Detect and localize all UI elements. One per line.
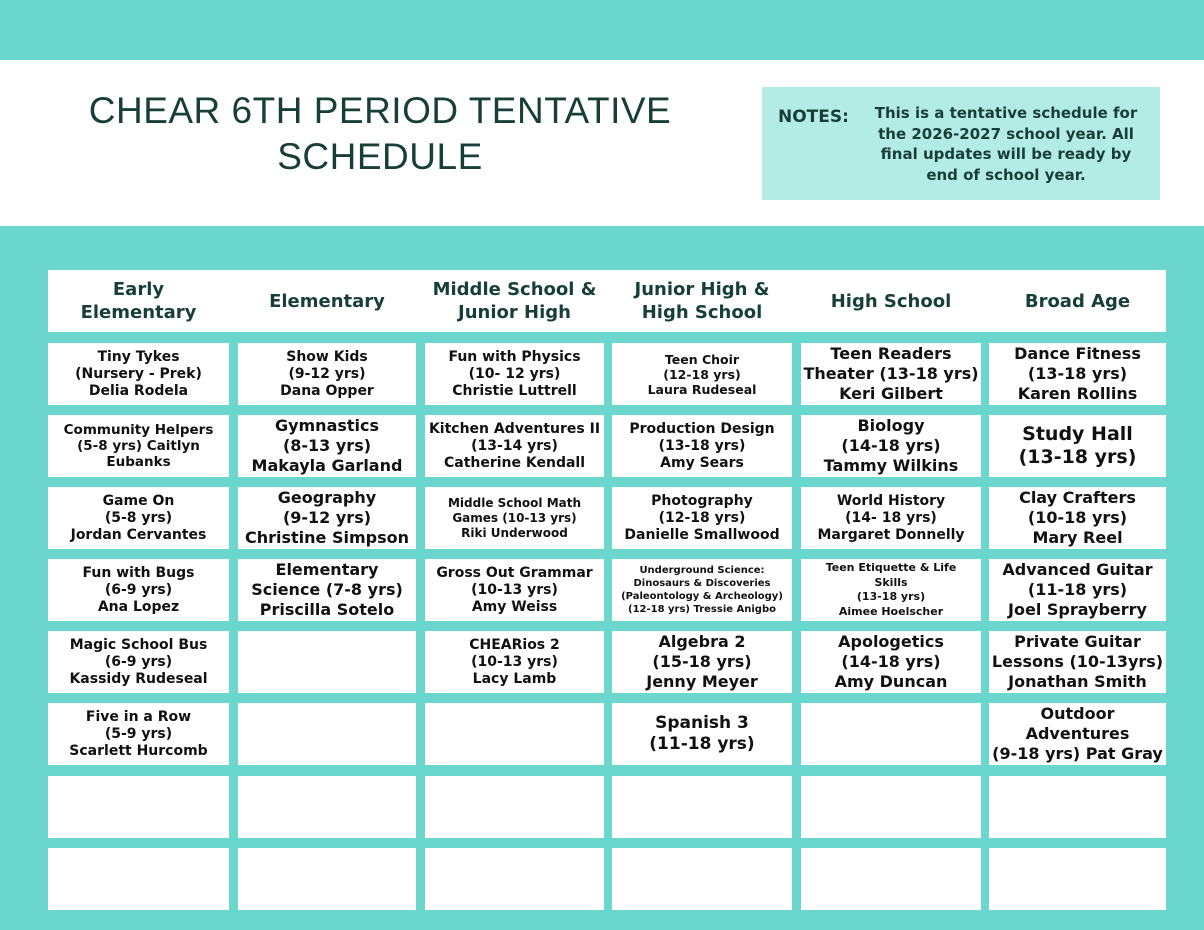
- top-band: [0, 0, 1204, 60]
- schedule-cell: [48, 848, 229, 910]
- schedule-cell: Geography (9-12 yrs) Christine Simpson: [238, 487, 416, 549]
- column-header: Broad Age: [1024, 290, 1131, 312]
- schedule-cell: Community Helpers (5-8 yrs) Caitlyn Euba…: [48, 415, 229, 477]
- schedule-cell: [612, 848, 792, 910]
- column-header: Elementary: [269, 290, 385, 312]
- schedule-cell: [425, 776, 604, 838]
- schedule-cell: [425, 703, 604, 765]
- schedule-cell: Dance Fitness (13-18 yrs) Karen Rollins: [989, 343, 1166, 405]
- schedule-cell: [801, 703, 981, 765]
- schedule-cell: [238, 631, 416, 693]
- notes-label: NOTES:: [778, 107, 849, 127]
- schedule-cell: Private Guitar Lessons (10-13yrs) Jonath…: [989, 631, 1166, 693]
- schedule-cell: Algebra 2 (15-18 yrs) Jenny Meyer: [612, 631, 792, 693]
- schedule-cell: Teen Choir (12-18 yrs) Laura Rudeseal: [612, 343, 792, 405]
- schedule-cell: Study Hall (13-18 yrs): [989, 415, 1166, 477]
- schedule-cell: [238, 703, 416, 765]
- schedule-cell: [989, 848, 1166, 910]
- column-header-row: Early Elementary Elementary Middle School …: [48, 270, 1166, 332]
- schedule-cell: Tiny Tykes (Nursery - Prek) Delia Rodela: [48, 343, 229, 405]
- schedule-cell: World History (14- 18 yrs) Margaret Donn…: [801, 487, 981, 549]
- schedule-cell: [425, 848, 604, 910]
- schedule-cell: Kitchen Adventures II (13-14 yrs) Cather…: [425, 415, 604, 477]
- schedule-cell: [801, 776, 981, 838]
- schedule-cell: Show Kids (9-12 yrs) Dana Opper: [238, 343, 416, 405]
- column-header: High School: [830, 290, 952, 312]
- schedule-cell: Teen Etiquette & Life Skills (13-18 yrs)…: [801, 559, 981, 621]
- schedule-cell: Production Design (13-18 yrs) Amy Sears: [612, 415, 792, 477]
- schedule-cell: Magic School Bus (6-9 yrs) Kassidy Rudes…: [48, 631, 229, 693]
- schedule-cell: CHEARios 2 (10-13 yrs) Lacy Lamb: [425, 631, 604, 693]
- schedule-cell: Spanish 3 (11-18 yrs): [612, 703, 792, 765]
- schedule-cell: [989, 776, 1166, 838]
- schedule-cell: Fun with Bugs (6-9 yrs) Ana Lopez: [48, 559, 229, 621]
- page-title: CHEAR 6TH PERIOD TENTATIVE SCHEDULE: [88, 90, 672, 177]
- column-header: Middle School & Junior High: [432, 279, 597, 323]
- notes-text: This is a tentative schedule for the 202…: [874, 104, 1138, 184]
- schedule-cell: Elementary Science (7-8 yrs) Priscilla S…: [238, 559, 416, 621]
- schedule-cell: [48, 776, 229, 838]
- schedule-cell: Advanced Guitar (11-18 yrs) Joel Spraybe…: [989, 559, 1166, 621]
- schedule-cell: Clay Crafters (10-18 yrs) Mary Reel: [989, 487, 1166, 549]
- schedule-cell: Game On (5-8 yrs) Jordan Cervantes: [48, 487, 229, 549]
- schedule-cell: [801, 848, 981, 910]
- schedule-cell: Gymnastics (8-13 yrs) Makayla Garland: [238, 415, 416, 477]
- schedule-cell: Gross Out Grammar (10-13 yrs) Amy Weiss: [425, 559, 604, 621]
- schedule-cell: Photography (12-18 yrs) Danielle Smallwo…: [612, 487, 792, 549]
- schedule-cell: [612, 776, 792, 838]
- schedule-cell: Apologetics (14-18 yrs) Amy Duncan: [801, 631, 981, 693]
- schedule-cell: Biology (14-18 yrs) Tammy Wilkins: [801, 415, 981, 477]
- schedule-cell: [238, 848, 416, 910]
- schedule-cell: Middle School Math Games (10-13 yrs) Rik…: [425, 487, 604, 549]
- schedule-cell: [238, 776, 416, 838]
- schedule-cell: Underground Science: Dinosaurs & Discove…: [612, 559, 792, 621]
- schedule-cell: Fun with Physics (10- 12 yrs) Christie L…: [425, 343, 604, 405]
- schedule-cell: Five in a Row (5-9 yrs) Scarlett Hurcomb: [48, 703, 229, 765]
- schedule-cell: Teen Readers Theater (13-18 yrs) Keri Gi…: [801, 343, 981, 405]
- notes-box: NOTES: This is a tentative schedule for …: [762, 87, 1160, 200]
- column-header: Junior High & High School: [634, 279, 770, 323]
- schedule-cell: Outdoor Adventures (9-18 yrs) Pat Gray: [989, 703, 1166, 765]
- column-header: Early Elementary: [80, 279, 197, 323]
